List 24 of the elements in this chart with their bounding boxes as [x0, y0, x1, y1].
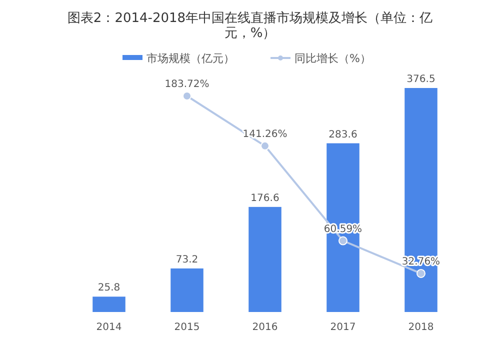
- x-tick-label: 2016: [252, 322, 278, 333]
- data-label: 283.6: [328, 129, 358, 140]
- bar: [248, 206, 282, 312]
- point: [338, 236, 348, 246]
- point: [260, 141, 270, 150]
- x-tick-label: 2014: [96, 322, 122, 333]
- point: [182, 92, 192, 100]
- chart-title: 图表2：2014-2018年中国在线直播市场规模及增长（单位：亿元，%）: [67, 11, 433, 41]
- data-label: 376.5: [406, 74, 436, 85]
- data-label: 183.72%: [164, 79, 210, 90]
- bar: [170, 268, 204, 312]
- data-label: 141.26%: [242, 128, 288, 140]
- bar: [404, 88, 438, 312]
- x-tick-label: 2017: [330, 322, 356, 333]
- x-tick-label: 2015: [174, 322, 200, 333]
- data-label: 176.6: [250, 192, 280, 204]
- point: [416, 268, 426, 278]
- data-label: 25.8: [98, 282, 120, 294]
- data-label: 73.2: [176, 254, 198, 266]
- x-tick-label: 2018: [408, 322, 434, 333]
- legend-label: 市场规模（亿元）: [146, 52, 234, 65]
- bar: [92, 296, 126, 312]
- bar: [326, 143, 360, 312]
- legend-label: 同比增长（%）: [294, 52, 371, 65]
